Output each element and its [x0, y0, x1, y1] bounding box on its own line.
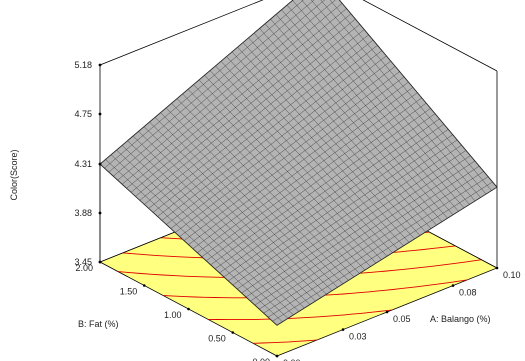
y-tick-label-2: 1.00	[164, 310, 182, 320]
x-tick-mark-4	[495, 266, 499, 270]
x-tick-mark-2	[385, 310, 389, 314]
y-tick-mark-0	[275, 354, 279, 358]
surface-mesh	[99, 0, 498, 326]
contour-line-2	[162, 274, 497, 299]
z-tick-label-2: 4.31	[74, 159, 92, 169]
top-back-left-edge	[99, 0, 264, 66]
contour-line-1	[207, 306, 417, 321]
surface-layer	[99, 0, 498, 326]
y-axis-title: B: Fat (%)	[78, 319, 119, 329]
x-tick-mark-3	[451, 284, 455, 287]
x-tick-label-1: 0.03	[349, 332, 367, 342]
x-tick-label-3: 0.08	[459, 288, 477, 298]
y-tick-mark-3	[142, 284, 146, 287]
x-tick-label-2: 0.05	[393, 314, 411, 324]
z-tick-mark-2	[98, 162, 102, 166]
z-tick-label-3: 4.75	[74, 109, 92, 119]
x-tick-label-4: 0.10	[503, 270, 521, 280]
x-tick-label-0: 0.00	[283, 358, 301, 361]
y-tick-mark-4	[98, 260, 102, 264]
labels-layer: Color(Score) A: Balango (%) B: Fat (%)	[9, 149, 491, 329]
y-tick-label-3: 1.50	[120, 287, 138, 297]
ticks-layer: 3.45 3.88 4.31 4.75 5.18 0.00 0.03 0.05 0.08 0.10…	[74, 60, 520, 361]
y-tick-mark-1	[231, 331, 235, 334]
z-tick-label-1: 3.88	[74, 208, 92, 218]
z-tick-label-4: 5.18	[74, 60, 92, 70]
y-tick-label-1: 0.50	[208, 334, 226, 344]
y-tick-mark-2	[187, 307, 190, 311]
z-axis-title: Color(Score)	[9, 149, 19, 200]
y-tick-label-0: 0.00	[252, 357, 270, 361]
z-tick-mark-3	[98, 112, 102, 116]
top-back-right-edge	[362, 0, 498, 72]
x-axis-title: A: Balango (%)	[430, 314, 491, 324]
z-tick-mark-4	[98, 63, 102, 67]
z-tick-label-0: 3.45	[74, 257, 92, 267]
x-tick-mark-1	[341, 328, 345, 331]
z-tick-mark-1	[98, 211, 102, 215]
y-tick-label-4: 2.00	[75, 263, 93, 273]
